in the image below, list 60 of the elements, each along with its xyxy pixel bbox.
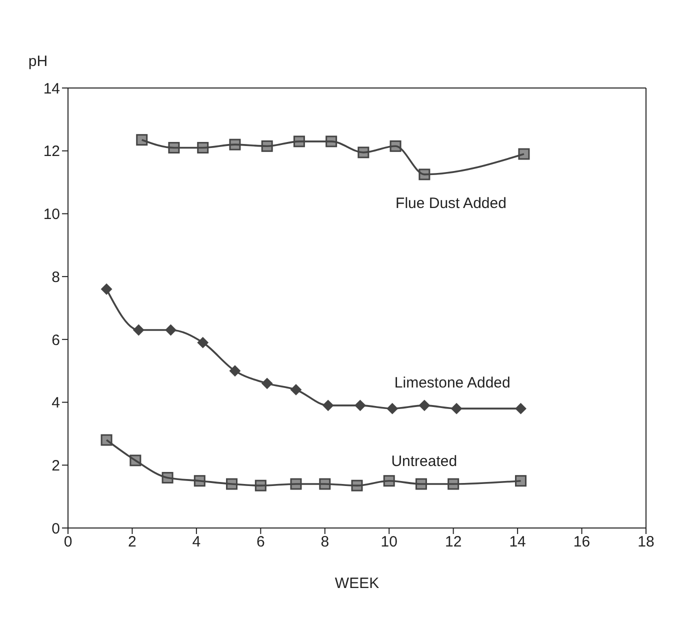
- point: [326, 136, 338, 148]
- series-label: Untreated: [391, 453, 458, 470]
- point: [418, 400, 430, 411]
- point: [390, 140, 402, 152]
- y-tick-label: 14: [43, 80, 60, 98]
- point: [322, 400, 334, 411]
- series-label: Flue Dust Added: [396, 195, 506, 212]
- x-tick-label: 14: [509, 534, 526, 551]
- point: [229, 138, 241, 150]
- point: [165, 324, 176, 336]
- x-tick-label: 2: [128, 534, 136, 551]
- point: [130, 454, 142, 466]
- point: [515, 403, 526, 414]
- series-label: Limestone Added: [394, 374, 510, 392]
- x-axis-title: WEEK: [334, 575, 380, 592]
- y-tick-label: 0: [52, 520, 60, 538]
- point: [451, 403, 462, 414]
- point: [358, 146, 370, 158]
- y-tick-label: 6: [52, 332, 60, 349]
- point: [515, 475, 527, 487]
- y-axis-title: pH: [28, 53, 48, 70]
- point: [351, 480, 363, 492]
- point: [136, 134, 148, 146]
- y-tick-label: 2: [52, 457, 60, 474]
- point: [448, 478, 460, 490]
- point: [100, 434, 112, 446]
- point: [418, 168, 430, 180]
- x-tick-label: 4: [192, 534, 201, 551]
- x-tick-label: 12: [444, 534, 462, 551]
- point: [162, 472, 174, 484]
- x-tick-label: 8: [320, 534, 330, 551]
- point: [194, 475, 206, 487]
- x-tick-label: 10: [380, 534, 398, 551]
- point: [518, 148, 530, 160]
- point: [197, 142, 209, 154]
- y-tick-label: 10: [43, 206, 60, 224]
- point: [197, 337, 208, 348]
- point: [319, 478, 331, 490]
- point: [101, 284, 112, 295]
- point: [290, 384, 302, 396]
- point: [383, 475, 395, 487]
- point: [168, 142, 180, 154]
- point: [226, 478, 238, 490]
- point: [293, 136, 305, 148]
- point: [290, 478, 302, 490]
- x-tick-label: 16: [573, 534, 590, 551]
- x-tick-label: 0: [64, 534, 72, 551]
- point: [354, 400, 366, 411]
- point: [133, 324, 144, 336]
- point: [262, 378, 273, 389]
- y-tick-label: 12: [43, 143, 60, 160]
- x-tick-label: 18: [638, 534, 654, 551]
- y-tick-label: 4: [52, 394, 60, 412]
- point: [415, 478, 427, 490]
- point: [261, 140, 273, 152]
- y-tick-label: 8: [52, 268, 60, 286]
- point: [229, 365, 240, 376]
- x-tick-label: 6: [256, 534, 265, 551]
- point: [386, 403, 398, 414]
- point: [254, 480, 266, 492]
